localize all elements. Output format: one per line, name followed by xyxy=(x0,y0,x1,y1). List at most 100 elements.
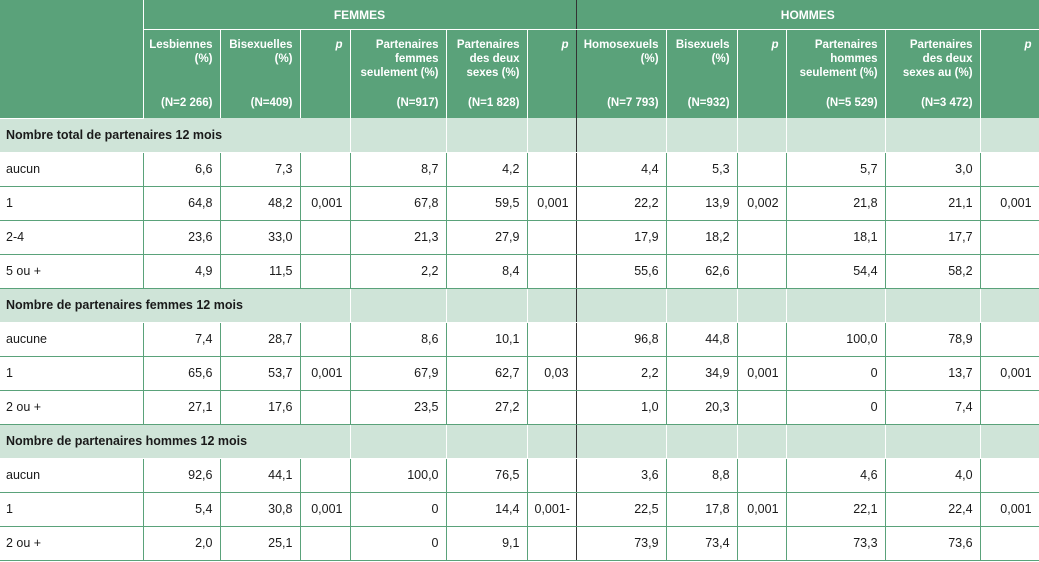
table-cell: 21,1 xyxy=(885,186,981,221)
table-cell: 8,8 xyxy=(666,458,738,493)
table-cell xyxy=(980,526,1039,561)
section-empty-cell xyxy=(737,118,787,153)
section-empty-cell xyxy=(300,118,351,153)
column-header: Partenaires hommes seulement (%) xyxy=(786,29,886,88)
row-label: 2 ou + xyxy=(0,390,144,425)
column-header: p xyxy=(300,29,351,88)
table-cell: 21,3 xyxy=(350,220,447,255)
column-header: p xyxy=(737,29,787,88)
table-cell: 20,3 xyxy=(666,390,738,425)
table-cell: 2,2 xyxy=(576,356,667,391)
table-cell: 2,0 xyxy=(143,526,221,561)
section-empty-cell xyxy=(527,424,577,459)
table-row: 2 ou +27,1 17,6 23,5 27,2 1,0 20,3 0 7,4 xyxy=(0,390,1039,425)
table-cell: 67,9 xyxy=(350,356,447,391)
table-cell: 25,1 xyxy=(220,526,301,561)
table-cell: 23,6 xyxy=(143,220,221,255)
table-cell: 0 xyxy=(350,492,447,527)
section-empty-cell xyxy=(527,118,577,153)
table-cell: 22,1 xyxy=(786,492,886,527)
table-cell: 1,0 xyxy=(576,390,667,425)
column-n xyxy=(980,88,1039,118)
table-cell: 53,7 xyxy=(220,356,301,391)
table-cell: 27,9 xyxy=(446,220,528,255)
section-empty-cell xyxy=(527,288,577,323)
table-row: 2 ou +2,0 25,1 0 9,1 73,9 73,4 73,3 73,6 xyxy=(0,526,1039,561)
table-cell: 9,1 xyxy=(446,526,528,561)
table-cell: 62,6 xyxy=(666,254,738,289)
table-row: 1 5,4 30,8 0,001 0 14,4 0,001- 22,5 17,8 0,001 22,… xyxy=(0,492,1039,527)
column-header: p xyxy=(980,29,1039,88)
section-header-row: Nombre de partenaires hommes 12 mois xyxy=(0,424,1039,459)
table-cell xyxy=(527,220,577,255)
column-n xyxy=(527,88,577,118)
table-cell xyxy=(737,152,787,187)
table-cell: 3,0 xyxy=(885,152,981,187)
column-n xyxy=(300,88,351,118)
table-cell: 8,7 xyxy=(350,152,447,187)
table-cell: 33,0 xyxy=(220,220,301,255)
section-empty-cell xyxy=(980,424,1039,459)
table-cell: 65,6 xyxy=(143,356,221,391)
row-label: 1 xyxy=(0,356,144,391)
column-header: Partenaires des deux sexes au (%) xyxy=(885,29,981,88)
row-label: 2-4 xyxy=(0,220,144,255)
section-empty-cell xyxy=(666,424,738,459)
table-cell: 78,9 xyxy=(885,322,981,357)
section-empty-cell xyxy=(786,118,886,153)
table-cell xyxy=(527,152,577,187)
table-cell xyxy=(300,152,351,187)
table-cell xyxy=(980,254,1039,289)
table-cell: 0,002 xyxy=(737,186,787,221)
section-empty-cell xyxy=(885,424,981,459)
table-cell xyxy=(737,254,787,289)
section-empty-cell xyxy=(350,118,447,153)
row-label: aucun xyxy=(0,152,144,187)
table-cell: 21,8 xyxy=(786,186,886,221)
table-cell xyxy=(527,322,577,357)
table-cell: 0,001 xyxy=(737,492,787,527)
table-cell xyxy=(737,220,787,255)
table-cell xyxy=(527,390,577,425)
row-label: aucun xyxy=(0,458,144,493)
section-empty-cell xyxy=(350,288,447,323)
table-cell: 58,2 xyxy=(885,254,981,289)
table-cell: 22,4 xyxy=(885,492,981,527)
table-body: Nombre total de partenaires 12 mois aucun… xyxy=(0,118,1039,561)
table-row: 1 64,8 48,2 0,001 67,8 59,5 0,001 22,2 13,9 0,002… xyxy=(0,186,1039,221)
section-empty-cell xyxy=(885,118,981,153)
section-empty-cell xyxy=(737,424,787,459)
table-cell: 0 xyxy=(786,356,886,391)
table-cell: 0,001 xyxy=(980,492,1039,527)
table-cell xyxy=(980,220,1039,255)
table-cell: 27,1 xyxy=(143,390,221,425)
table-cell xyxy=(527,526,577,561)
table-cell: 67,8 xyxy=(350,186,447,221)
table-cell: 4,0 xyxy=(885,458,981,493)
section-empty-cell xyxy=(885,288,981,323)
table-cell: 10,1 xyxy=(446,322,528,357)
table-cell xyxy=(737,322,787,357)
table-row: aucune 7,4 28,7 8,6 10,1 96,8 44,8 100,0 78,9 xyxy=(0,322,1039,357)
section-empty-cell xyxy=(446,424,528,459)
column-n: (N=409) xyxy=(220,88,301,118)
table-cell: 0,001 xyxy=(980,356,1039,391)
table-cell xyxy=(737,390,787,425)
section-header-row: Nombre de partenaires femmes 12 mois xyxy=(0,288,1039,323)
column-n: (N=1 828) xyxy=(446,88,528,118)
table-cell: 7,4 xyxy=(143,322,221,357)
table-cell xyxy=(300,220,351,255)
table-row: 2-4 23,6 33,0 21,3 27,9 17,9 18,2 18,1 17,7 xyxy=(0,220,1039,255)
table-cell: 0 xyxy=(786,390,886,425)
section-empty-cell xyxy=(737,288,787,323)
table-cell: 0,001 xyxy=(980,186,1039,221)
row-label: 5 ou + xyxy=(0,254,144,289)
column-header: p xyxy=(527,29,577,88)
table-cell: 62,7 xyxy=(446,356,528,391)
column-n: (N=5 529) xyxy=(786,88,886,118)
section-empty-cell xyxy=(446,288,528,323)
table-cell: 0 xyxy=(350,526,447,561)
section-empty-cell xyxy=(666,288,738,323)
table-cell: 4,6 xyxy=(786,458,886,493)
table-cell: 23,5 xyxy=(350,390,447,425)
